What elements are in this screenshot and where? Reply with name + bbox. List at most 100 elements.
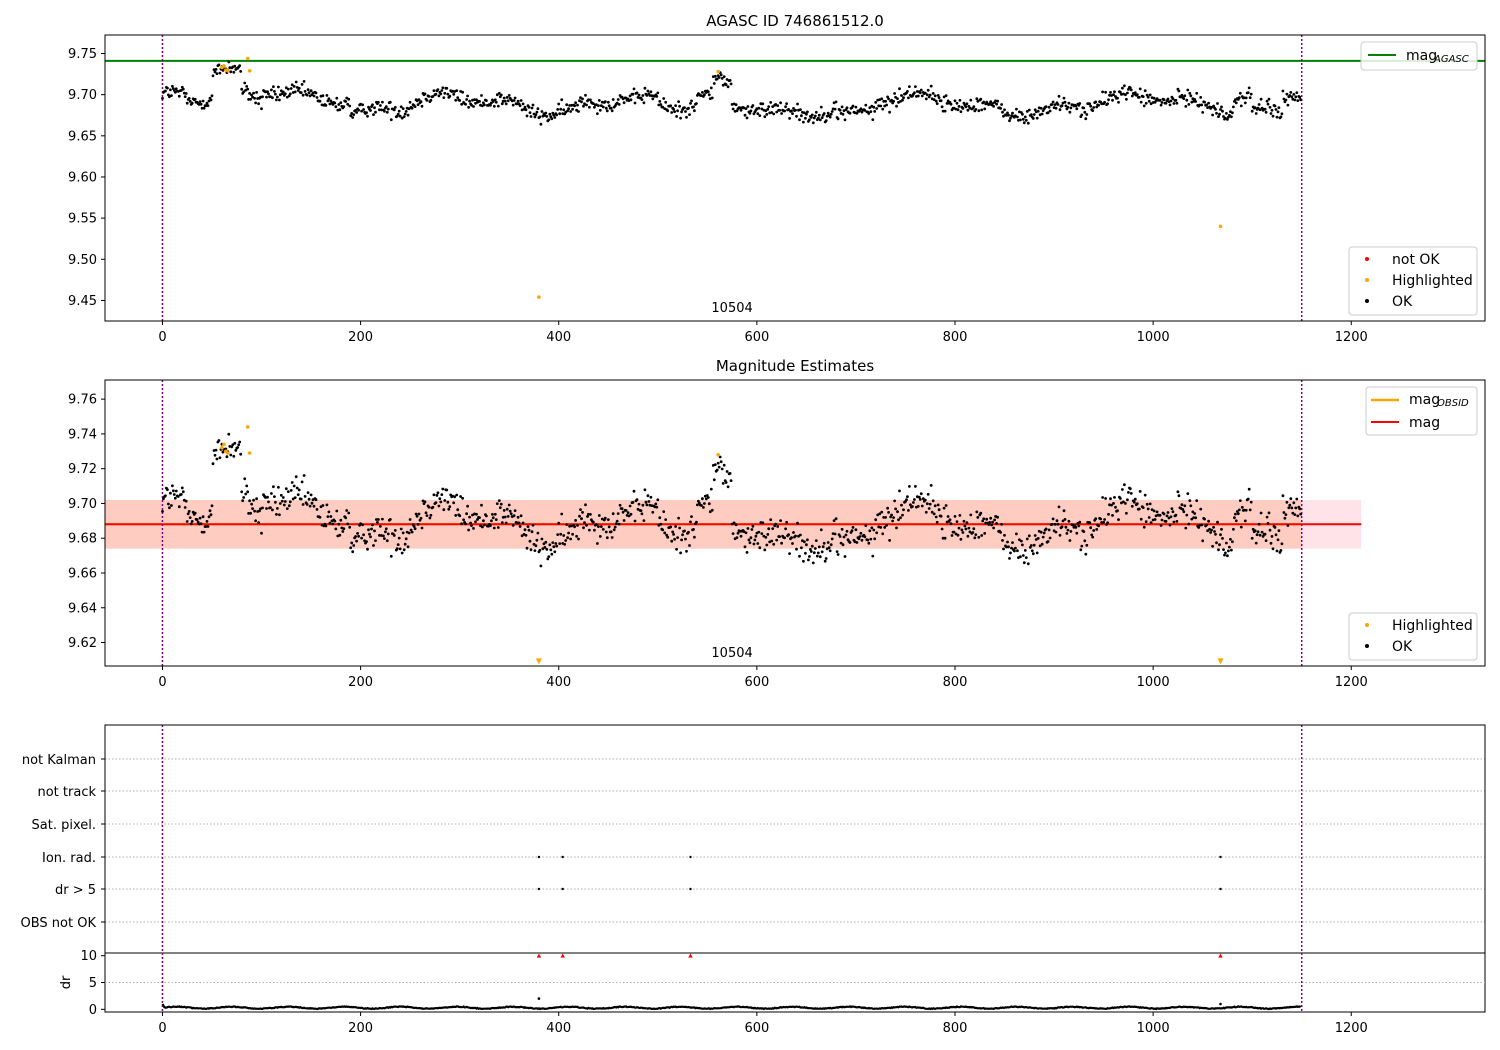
ok-point (710, 96, 714, 100)
ok-point (1064, 104, 1068, 108)
ok-point (284, 86, 288, 90)
panel2-xtick-label: 1200 (1335, 675, 1368, 690)
ok-point (805, 543, 808, 547)
ok-point (1177, 494, 1181, 498)
ok-point (637, 502, 641, 506)
ok-point (905, 498, 908, 501)
ok-point (265, 95, 268, 99)
ok-point (1295, 497, 1299, 501)
ok-point (606, 518, 610, 521)
ok-point (348, 525, 352, 529)
ok-point (679, 551, 682, 555)
ok-point (369, 109, 372, 112)
ok-point (526, 525, 530, 528)
ok-point (696, 503, 699, 507)
panel1-ytick-label: 9.60 (68, 170, 97, 185)
ok-point (976, 516, 980, 519)
ok-point (388, 518, 392, 521)
ok-point (1117, 100, 1120, 104)
ok-point (403, 542, 407, 546)
ok-point (521, 521, 525, 525)
ok-point (392, 108, 396, 112)
ok-point (499, 502, 503, 506)
ok-point (513, 96, 517, 100)
ok-point (506, 515, 510, 518)
ok-point (663, 531, 667, 535)
ok-point (964, 527, 968, 531)
ok-point (599, 525, 603, 528)
ok-point (908, 485, 911, 488)
ok-point (673, 110, 676, 113)
ok-point (1270, 108, 1274, 112)
ok-point (1160, 518, 1164, 522)
ok-point (1232, 105, 1235, 109)
ok-point (1291, 511, 1295, 515)
highlighted-offscale-marker (535, 658, 542, 665)
ok-point (688, 544, 691, 547)
ok-point (1279, 549, 1283, 552)
ok-point (283, 92, 287, 96)
ok-point (1026, 121, 1030, 125)
ok-point (1124, 93, 1127, 97)
ok-point (497, 499, 501, 502)
ok-point (534, 544, 538, 548)
ok-point (1057, 505, 1061, 509)
ok-point (376, 521, 379, 524)
ok-point (940, 105, 944, 109)
ok-point (828, 549, 832, 553)
ok-point (917, 495, 921, 499)
ok-point (496, 526, 500, 529)
ok-point (673, 537, 676, 541)
ok-point (454, 514, 458, 517)
ok-point (285, 507, 289, 510)
ok-point (367, 528, 370, 532)
ok-point (275, 98, 278, 102)
ok-point (1007, 545, 1010, 549)
ok-point (218, 71, 222, 75)
ok-point (417, 98, 421, 102)
ok-point (641, 503, 645, 507)
ok-point (769, 101, 773, 104)
ok-point (1292, 93, 1296, 96)
ok-point (482, 519, 485, 523)
ok-point (1220, 527, 1223, 531)
ok-point (1016, 115, 1019, 119)
ok-point (687, 106, 690, 110)
ok-point (895, 526, 898, 530)
ok-point (881, 107, 885, 111)
ok-point (1235, 510, 1239, 513)
ok-point (576, 524, 579, 527)
ok-point (1074, 526, 1078, 529)
ok-point (656, 91, 660, 95)
ok-point (366, 114, 369, 118)
ok-point (529, 548, 533, 552)
ok-point (325, 503, 329, 507)
ok-point (1024, 118, 1028, 122)
ok-point (267, 500, 270, 504)
flag-row-label: not track (37, 785, 96, 800)
ok-point (743, 113, 747, 117)
ok-point (695, 520, 698, 524)
ok-point (314, 91, 318, 95)
ok-point (260, 531, 263, 535)
ok-point (283, 500, 287, 503)
ok-point (354, 535, 357, 538)
ok-point (1146, 507, 1150, 511)
ok-point (576, 103, 579, 107)
ok-point (1172, 520, 1176, 524)
ok-point (282, 503, 286, 507)
ok-point (281, 90, 285, 94)
ok-point (333, 101, 337, 105)
ok-point (1048, 536, 1052, 540)
ok-point (878, 512, 882, 516)
ok-point (643, 86, 647, 90)
legend-marker-highlighted (1365, 278, 1369, 282)
ok-point (1128, 86, 1132, 90)
ok-point (227, 432, 231, 436)
ok-point (397, 536, 401, 540)
panel1-xtick-label: 800 (943, 330, 968, 345)
ok-point (708, 510, 712, 514)
ok-point (1040, 542, 1044, 546)
legend-marker-not-ok (1365, 257, 1369, 261)
ok-point (703, 502, 706, 505)
